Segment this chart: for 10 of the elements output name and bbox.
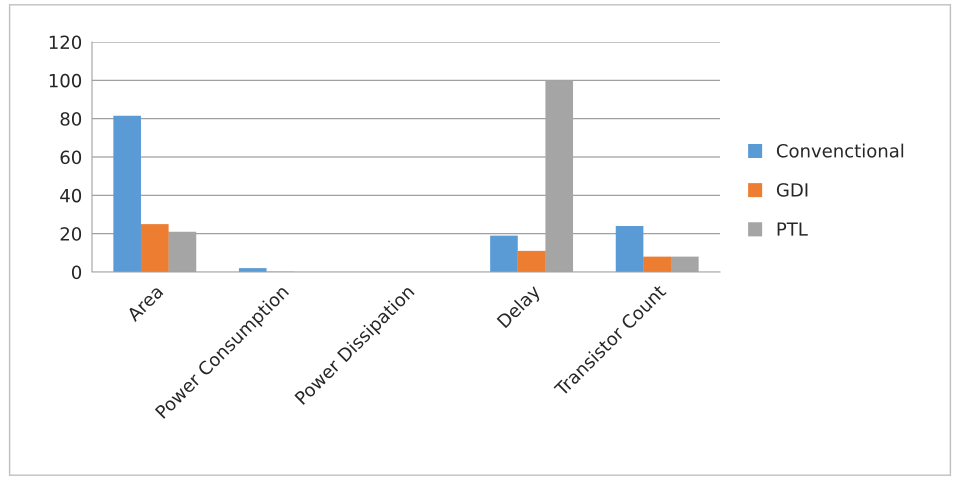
y-tick-label: 60 xyxy=(60,150,82,164)
y-tick-label: 80 xyxy=(60,112,82,126)
y-tick-label: 40 xyxy=(60,188,82,202)
y-tick-label: 20 xyxy=(60,227,82,241)
legend-label: GDI xyxy=(776,183,808,197)
legend-label: Convenctional xyxy=(776,144,904,158)
y-tick-label: 100 xyxy=(50,74,82,88)
y-tick-label: 120 xyxy=(50,35,82,50)
legend-label: PTL xyxy=(778,222,808,236)
y-tick-label: 0 xyxy=(72,265,82,280)
